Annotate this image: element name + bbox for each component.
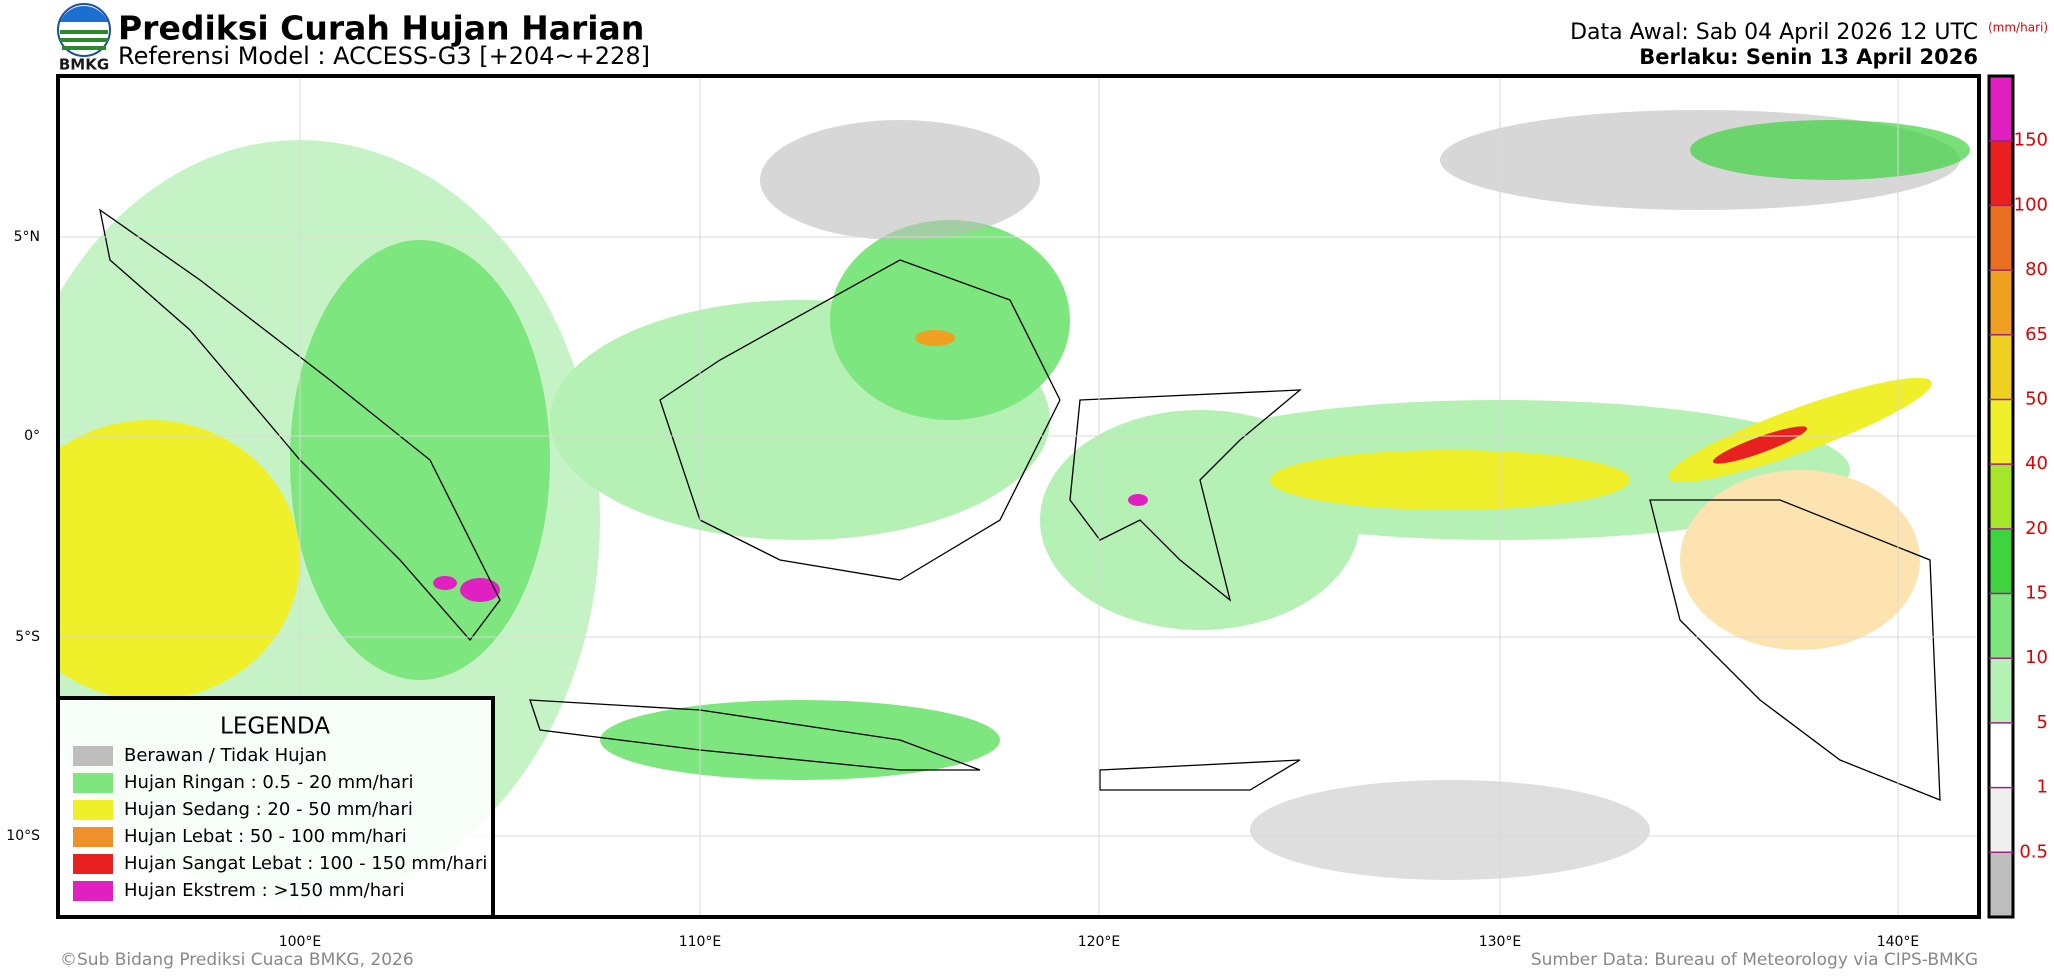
legend-swatch <box>73 773 113 793</box>
lon-label: 100°E <box>279 934 322 950</box>
lon-label: 120°E <box>1078 934 1121 950</box>
colorbar-segment <box>1989 205 2013 271</box>
legend-title: LEGENDA <box>220 714 330 740</box>
lat-label: 5°S <box>15 629 40 645</box>
berlaku: Berlaku: Senin 13 April 2026 <box>1639 45 1978 69</box>
colorbar-label: 40 <box>2025 453 2048 474</box>
colorbar-segment <box>1989 270 2013 335</box>
colorbar-segment <box>1989 140 2013 206</box>
colorbar-label: 150 <box>2014 130 2048 151</box>
lon-label: 140°E <box>1877 934 1920 950</box>
logo-text: BMKG <box>59 56 109 74</box>
colorbar-label: 15 <box>2025 583 2048 604</box>
colorbar-label: 100 <box>2014 194 2048 215</box>
legend: LEGENDA Berawan / Tidak Hujan Hujan Ringa… <box>56 696 495 919</box>
legend-swatch <box>73 746 113 766</box>
colorbar-segment <box>1989 593 2013 659</box>
colorbar-segment <box>1989 334 2013 400</box>
colorbar-segment <box>1989 76 2013 141</box>
colorbar-frame <box>1987 74 2015 919</box>
legend-label: Hujan Ringan : 0.5 - 20 mm/hari <box>124 772 414 793</box>
graticule: 5°N 0° 5°S 10°S 100°E 110°E 120°E 130°E 140°E <box>6 76 1979 950</box>
lat-label: 0° <box>24 428 40 444</box>
colorbar-label: 0.5 <box>2019 841 2048 862</box>
legend-swatch <box>73 827 113 847</box>
title: Prediksi Curah Hujan Harian <box>118 9 644 48</box>
colorbar-label: 80 <box>2025 259 2048 280</box>
colorbar-label: 1 <box>2037 777 2048 798</box>
colorbar-label: 10 <box>2025 647 2048 668</box>
colorbar-label: 50 <box>2025 388 2048 409</box>
colorbar-segment <box>1989 464 2013 529</box>
map-frame <box>56 74 1981 919</box>
lon-label: 130°E <box>1479 934 1522 950</box>
legend-label: Berawan / Tidak Hujan <box>124 745 327 766</box>
colorbar-segment <box>1989 399 2013 465</box>
colorbar-segment <box>1989 787 2013 853</box>
legend-swatch <box>73 800 113 820</box>
lat-label: 5°N <box>14 229 40 245</box>
legend-swatch <box>73 854 113 874</box>
footer-right: Sumber Data: Bureau of Meteorology via C… <box>1531 950 1978 970</box>
lon-label: 110°E <box>679 934 722 950</box>
colorbar-segment <box>1989 722 2013 788</box>
subtitle: Referensi Model : ACCESS-G3 [+204~+228] <box>118 42 650 70</box>
colorbar-segment <box>1989 528 2013 594</box>
lat-label: 10°S <box>6 828 40 844</box>
footer-left: ©Sub Bidang Prediksi Cuaca BMKG, 2026 <box>60 950 414 970</box>
colorbar-segment <box>1989 658 2013 723</box>
colorbar-label: 5 <box>2037 712 2048 733</box>
logo: BMKG <box>57 3 111 74</box>
legend-label: Hujan Sedang : 20 - 50 mm/hari <box>124 799 413 820</box>
colorbar-segment <box>1989 852 2013 917</box>
units: (mm/hari) <box>1988 21 2048 35</box>
colorbar-label: 65 <box>2025 324 2048 345</box>
legend-label: Hujan Ekstrem : >150 mm/hari <box>124 880 405 901</box>
legend-label: Hujan Sangat Lebat : 100 - 150 mm/hari <box>124 853 487 874</box>
data-awal: Data Awal: Sab 04 April 2026 12 UTC <box>1570 20 1978 45</box>
legend-swatch <box>73 881 113 901</box>
colorbar-label: 20 <box>2025 518 2048 539</box>
legend-label: Hujan Lebat : 50 - 100 mm/hari <box>124 826 407 847</box>
